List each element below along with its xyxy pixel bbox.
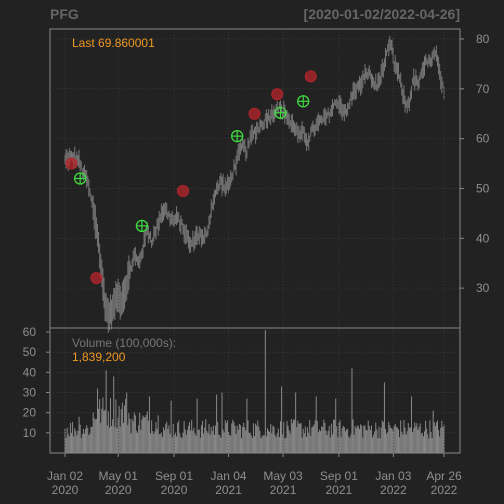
x-tick-year-label: 2022 (431, 483, 458, 497)
sell-signal-marker (304, 70, 317, 83)
sell-signal-marker (65, 157, 78, 170)
sell-signal-marker (271, 88, 284, 101)
x-tick-label: May 01 (99, 469, 139, 483)
sell-signal-marker (90, 272, 103, 285)
volume-title: Volume (100,000s): (72, 336, 176, 350)
volume-tick-label: 20 (23, 406, 37, 420)
price-tick-label: 70 (476, 82, 490, 96)
x-tick-year-label: 2020 (105, 483, 132, 497)
price-tick-label: 60 (476, 132, 490, 146)
x-tick-year-label: 2021 (215, 483, 242, 497)
last-price-label: Last 69.860001 (72, 36, 155, 50)
x-tick-label: Sep 01 (320, 469, 358, 483)
chart-symbol-title: PFG (50, 6, 79, 22)
x-tick-year-label: 2020 (52, 483, 79, 497)
volume-panel: 60 50 40 30 20 10 (23, 325, 461, 454)
x-tick-year-label: 2020 (161, 483, 188, 497)
x-tick-year-label: 2022 (380, 483, 407, 497)
volume-last-value: 1,839,200 (72, 350, 126, 364)
price-tick-label: 40 (476, 231, 490, 245)
volume-tick-label: 60 (23, 325, 37, 339)
chart-date-range: [2020-01-02/2022-04-26] (304, 6, 460, 22)
x-tick-year-label: 2021 (326, 483, 353, 497)
x-tick-label: Jan 02 (47, 469, 83, 483)
sell-signal-marker (248, 107, 261, 120)
price-panel: 80 70 60 50 40 30 (49, 28, 490, 333)
x-tick-label: May 03 (263, 469, 303, 483)
price-tick-label: 30 (476, 281, 490, 295)
x-tick-label: Jan 04 (211, 469, 247, 483)
volume-tick-label: 50 (23, 345, 37, 359)
price-tick-label: 50 (476, 181, 490, 195)
sell-signal-marker (177, 184, 190, 197)
price-tick-label: 80 (476, 32, 490, 46)
volume-tick-label: 30 (23, 386, 37, 400)
x-tick-label: Sep 01 (155, 469, 193, 483)
volume-tick-label: 10 (23, 426, 37, 440)
x-tick-year-label: 2021 (270, 483, 297, 497)
x-tick-label: Jan 03 (375, 469, 411, 483)
volume-tick-label: 40 (23, 365, 37, 379)
x-tick-label: Apr 26 (426, 469, 462, 483)
volume-bars (64, 330, 445, 453)
